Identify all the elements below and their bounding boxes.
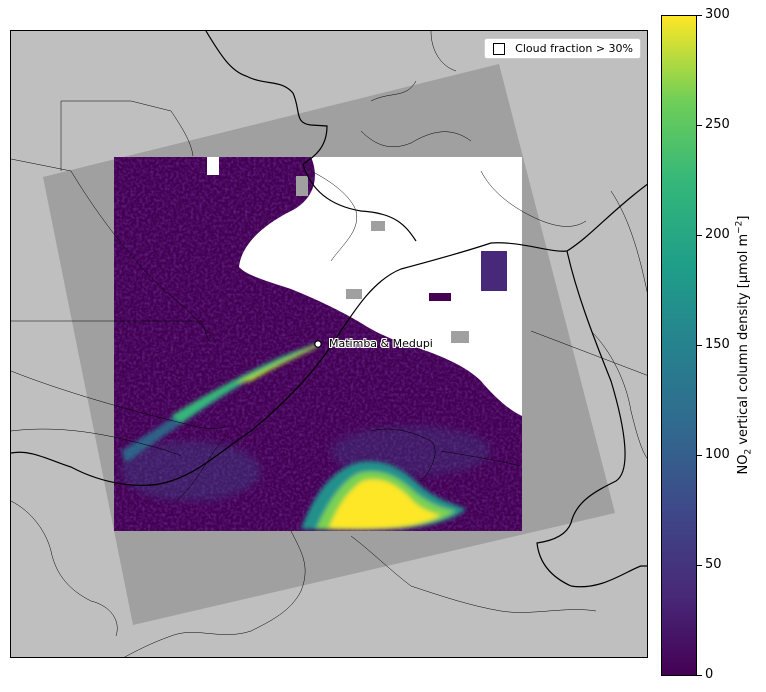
colorbar-tick-label: 100 xyxy=(705,447,730,462)
site-label: Matimba & Medupi xyxy=(329,337,433,350)
legend: Cloud fraction > 30% xyxy=(484,38,641,59)
colorbar-tick-label: 300 xyxy=(705,7,730,22)
colorbar-tick-mark xyxy=(697,345,702,346)
province-borders xyxy=(11,31,647,657)
colorbar-tick-label: 150 xyxy=(705,337,730,352)
legend-swatch xyxy=(493,42,506,55)
colorbar-tick-mark xyxy=(697,235,702,236)
site-marker xyxy=(314,340,322,348)
colorbar xyxy=(661,15,697,676)
country-borders xyxy=(11,31,647,588)
cloud-mask xyxy=(239,157,522,416)
no2-map xyxy=(11,31,647,657)
colorbar-tick-label: 50 xyxy=(705,557,722,572)
colorbar-title: NO2 vertical column density [µmol m−2] xyxy=(734,215,754,475)
colorbar-tick-label: 0 xyxy=(705,667,714,682)
no2-data-grid xyxy=(114,157,522,531)
colorbar-tick-mark xyxy=(697,675,702,676)
legend-label: Cloud fraction > 30% xyxy=(515,42,633,55)
colorbar-tick-mark xyxy=(697,455,702,456)
colorbar-tick-label: 250 xyxy=(705,117,730,132)
map-panel: Cloud fraction > 30% Matimba & Medupi xyxy=(10,30,648,658)
colorbar-tick-mark xyxy=(697,125,702,126)
colorbar-tick-mark xyxy=(697,565,702,566)
colorbar-tick-mark xyxy=(697,15,702,16)
colorbar-tick-label: 200 xyxy=(705,227,730,242)
